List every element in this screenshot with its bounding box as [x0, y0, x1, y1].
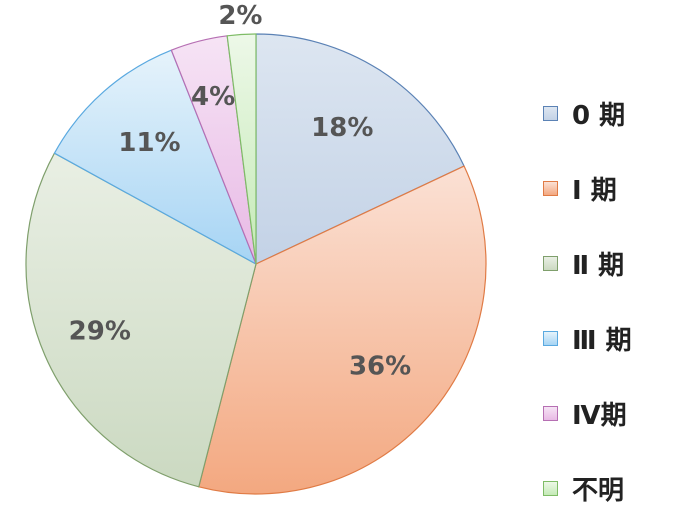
legend-label: Ⅳ期 [572, 401, 627, 431]
legend-item: Ⅳ期 [543, 376, 632, 451]
slice-percent-label: 2% [218, 1, 262, 31]
pie-slice-2 [25, 152, 257, 488]
slice-percent-label: 18% [311, 113, 373, 143]
legend-label: Ⅱ 期 [572, 251, 625, 281]
pie-chart: 18% 36% 29% 11% 4% 2% 0 期 Ⅰ 期 Ⅱ 期 Ⅲ 期 Ⅳ期不明 [25, 1, 632, 506]
legend-item: Ⅰ 期 [543, 151, 632, 226]
slice-percent-label: 4% [191, 82, 235, 112]
legend-item: 不明 [543, 451, 632, 526]
legend-swatch [543, 406, 558, 421]
pie-slice-1 [198, 165, 487, 495]
pie-slice-5 [226, 33, 257, 265]
legend-item: Ⅲ 期 [543, 301, 632, 376]
pie-plot-area: 18% 36% 29% 11% 4% 2% [25, 1, 487, 495]
pie-slice-3 [53, 49, 257, 265]
legend-swatch [543, 181, 558, 196]
legend-label: Ⅲ 期 [572, 326, 632, 356]
pie-slice-0 [255, 33, 465, 265]
pie-slices [25, 33, 487, 495]
pie-slice-labels: 18% 36% 29% 11% 4% 2% [69, 1, 412, 382]
legend: 0 期 Ⅰ 期 Ⅱ 期 Ⅲ 期 Ⅳ期不明 [543, 76, 632, 526]
legend-label: 不明 [572, 476, 625, 506]
legend-item: Ⅱ 期 [543, 226, 632, 301]
legend-swatch [543, 106, 558, 121]
legend-label: 0 期 [572, 101, 626, 131]
legend-item: 0 期 [543, 76, 632, 151]
slice-percent-label: 29% [69, 317, 131, 347]
legend-swatch [543, 331, 558, 346]
slice-percent-label: 36% [349, 352, 411, 382]
slice-percent-label: 11% [118, 128, 180, 158]
legend-swatch [543, 256, 558, 271]
legend-label: Ⅰ 期 [572, 176, 617, 206]
legend-swatch [543, 481, 558, 496]
